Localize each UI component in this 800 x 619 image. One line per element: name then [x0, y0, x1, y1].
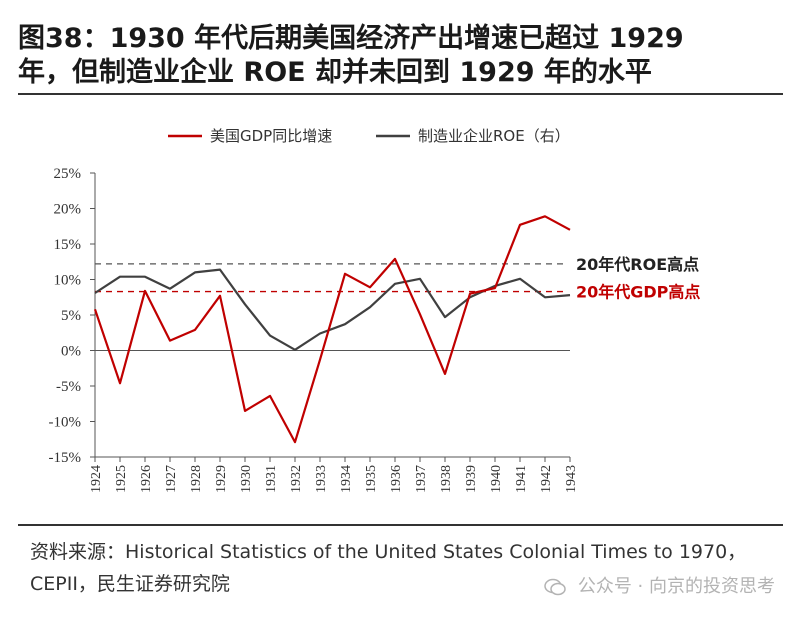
x-tick-label: 1924 [89, 465, 104, 493]
x-tick-label: 1937 [414, 465, 429, 493]
source-note: 资料来源：Historical Statistics of the United… [30, 541, 747, 595]
y-tick-label: 20% [54, 202, 82, 218]
x-tick-label: 1936 [389, 465, 404, 493]
chart-title: 图38：1930 年代后期美国经济产出增速已超过 1929 年，但制造业企业 R… [18, 22, 788, 90]
x-tick-label: 1926 [139, 465, 154, 493]
y-tick-label: -15% [49, 450, 82, 466]
x-tick-label: 1932 [289, 465, 304, 493]
y-tick-label: 10% [54, 273, 82, 289]
x-tick-label: 1935 [364, 465, 379, 493]
wechat-icon [544, 578, 566, 596]
y-tick-label: 5% [61, 308, 81, 324]
x-tick-label: 1931 [264, 465, 279, 493]
y-tick-label: 25% [54, 166, 82, 182]
x-tick-label: 1928 [189, 465, 204, 493]
title-line-2: 年，但制造业企业 ROE 却并未回到 1929 年的水平 [18, 57, 652, 88]
title-line-1: 图38：1930 年代后期美国经济产出增速已超过 1929 [18, 23, 684, 54]
x-tick-label: 1938 [439, 465, 454, 493]
x-tick-label: 1941 [514, 465, 529, 493]
x-tick-label: 1929 [214, 465, 229, 493]
x-tick-label: 1927 [164, 465, 179, 493]
reference-label-1: 20年代ROE高点 [576, 255, 699, 274]
legend-label-1: 美国GDP同比增速 [210, 127, 332, 145]
watermark: 公众号 · 向京的投资思考 [544, 572, 775, 598]
x-tick-label: 1925 [114, 465, 129, 493]
y-tick-label: -5% [56, 379, 81, 395]
line-chart: 美国GDP同比增速 制造业企业ROE（右） -15% -10% -5% 0% 5% 10% 15… [49, 127, 701, 493]
x-tick-label: 1930 [239, 465, 254, 493]
x-tick-label: 1934 [339, 465, 354, 493]
y-tick-label: 15% [54, 237, 82, 253]
top-divider [18, 93, 783, 95]
x-tick-label: 1943 [564, 465, 579, 493]
series-line-gdp [93, 215, 571, 444]
bottom-divider [18, 524, 783, 526]
y-tick-label: -10% [49, 415, 82, 431]
watermark-text: 公众号 · 向京的投资思考 [577, 576, 775, 597]
x-tick-label: 1933 [314, 465, 329, 493]
x-tick-label: 1939 [464, 465, 479, 493]
y-tick-label: 0% [61, 344, 81, 360]
x-tick-label: 1940 [489, 465, 504, 493]
x-tick-label: 1942 [539, 465, 554, 493]
series-line-roe [94, 268, 571, 351]
reference-label-2: 20年代GDP高点 [576, 283, 700, 302]
legend-label-2: 制造业企业ROE（右） [418, 127, 570, 145]
